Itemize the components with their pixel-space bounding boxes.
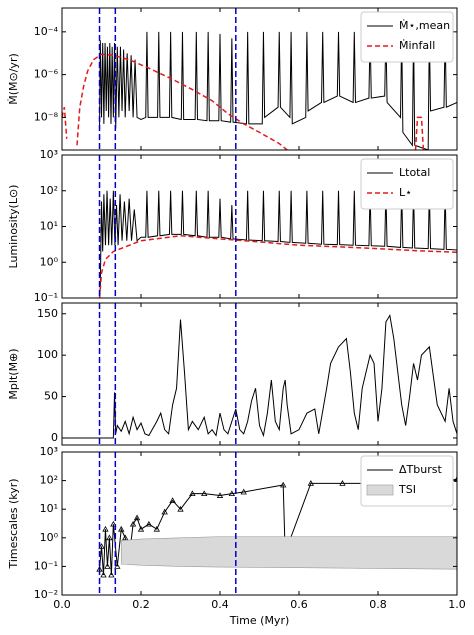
frame <box>61 302 458 446</box>
y-tick-label: 50 <box>44 390 58 403</box>
marker <box>118 525 125 532</box>
legend-label: L⋆ <box>399 186 412 199</box>
y-tick-label: 10³ <box>40 148 58 161</box>
y-tick-label: 10¹ <box>40 502 58 515</box>
x-tick-label: 0.2 <box>132 598 150 611</box>
marker <box>110 520 117 527</box>
y-tick-label: 10⁻¹ <box>34 559 58 572</box>
x-tick-label: 0.8 <box>369 598 387 611</box>
y-tick-label: 10⁻⁶ <box>34 68 59 81</box>
plot-area <box>96 476 457 578</box>
marker <box>145 520 153 527</box>
legend-box <box>360 11 454 63</box>
x-tick-label: 1.0 <box>448 598 466 611</box>
plot-area <box>98 190 457 298</box>
marker <box>240 488 247 495</box>
y-tick-label: 0 <box>51 431 58 444</box>
marker <box>189 490 196 497</box>
marker <box>133 514 141 521</box>
legend-box <box>360 158 454 210</box>
marker <box>153 525 160 532</box>
y-tick-label: 10⁻⁴ <box>34 25 59 38</box>
x-axis-label: Time (Myr) <box>229 614 290 627</box>
frame <box>61 451 458 596</box>
y-tick-label: 10² <box>40 184 58 197</box>
legend-label: Ṁ⋆,mean <box>399 19 450 32</box>
legend-label: Ltotal <box>399 166 430 179</box>
y-tick-label: 100 <box>37 348 58 361</box>
y-axis-label: Luminosity(L⊙) <box>7 185 20 269</box>
legend-label: TSI <box>398 483 416 496</box>
marker <box>339 480 346 486</box>
marker <box>453 476 457 482</box>
line <box>62 313 457 439</box>
marker <box>122 534 129 541</box>
band <box>120 536 457 570</box>
x-tick-label: 0.6 <box>290 598 308 611</box>
x-tick-label: 0.4 <box>211 598 229 611</box>
y-tick-label: 10⁻¹ <box>34 291 58 304</box>
marker <box>114 563 121 569</box>
y-tick-label: 10² <box>40 474 58 487</box>
marker <box>102 525 109 532</box>
legend-label: ΔTburst <box>399 463 442 476</box>
legend-label: Ṁinfall <box>399 39 435 52</box>
marker <box>129 520 137 527</box>
plot-area <box>62 313 457 439</box>
marker <box>161 508 168 515</box>
y-tick-label: 10⁰ <box>40 255 59 268</box>
marker <box>216 492 224 498</box>
frame <box>61 7 458 151</box>
y-axis-label: Mplt(M⊕) <box>7 348 20 399</box>
marker <box>100 571 107 578</box>
plot-area <box>62 31 457 150</box>
y-tick-label: 10⁻² <box>34 588 58 601</box>
y-tick-label: 150 <box>37 307 58 320</box>
line <box>98 235 457 298</box>
x-tick-label: 0.0 <box>53 598 71 611</box>
marker <box>177 505 184 512</box>
y-axis-label: Timescales (kyr) <box>7 478 20 569</box>
line <box>99 31 457 150</box>
marker <box>137 525 145 532</box>
line <box>62 53 425 150</box>
legend-swatch <box>366 484 394 496</box>
marker <box>106 534 113 541</box>
marker <box>201 490 208 497</box>
marker <box>104 563 111 569</box>
y-tick-label: 10⁻⁸ <box>34 110 59 123</box>
y-tick-label: 10³ <box>40 445 58 458</box>
y-axis-label: Ṁ(M⊙/yr) <box>7 53 20 105</box>
marker <box>228 490 236 497</box>
marker <box>108 571 115 578</box>
marker <box>169 497 176 503</box>
y-tick-label: 10⁰ <box>40 531 59 544</box>
marker <box>307 480 315 486</box>
line <box>99 190 457 298</box>
y-tick-label: 10¹ <box>40 220 58 233</box>
marker <box>280 481 287 488</box>
